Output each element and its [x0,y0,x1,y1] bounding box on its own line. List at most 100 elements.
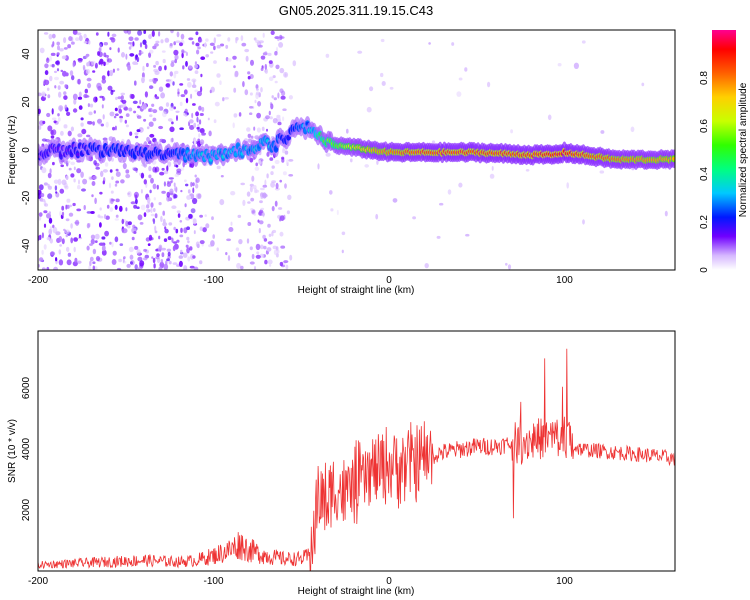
noise-speck [346,128,349,134]
noise-speck [193,80,196,86]
noise-speck [641,82,645,87]
noise-speck [75,37,80,41]
noise-speck [249,157,254,163]
noise-speck [510,129,513,134]
noise-speck [260,67,264,71]
noise-speck [235,37,238,44]
noise-speck [102,96,105,101]
noise-speck [185,52,188,56]
snr-panel: -200 -100 0 100 2000 4000 6000 Height of… [7,330,676,597]
noise-speck [59,210,62,217]
noise-speck [369,86,374,92]
noise-speck [184,108,188,114]
noise-speck [167,236,172,241]
noise-speck [59,106,62,112]
noise-speck [120,179,125,184]
noise-speck [54,185,58,191]
noise-speck [66,259,72,266]
noise-speck [63,95,68,100]
spectral-ridge-cell [234,152,238,156]
noise-speck [274,80,278,84]
spectrogram-ridge-layer [38,116,675,170]
noise-speck [109,111,115,117]
noise-speck [279,88,284,93]
noise-speck [109,169,113,173]
noise-speck [87,82,92,89]
noise-speck [266,173,269,179]
noise-speck [57,178,62,186]
noise-speck [220,175,224,178]
noise-speck [86,62,90,67]
noise-speck [47,193,53,199]
noise-speck [128,46,132,50]
noise-speck [69,70,74,76]
noise-speck [330,208,334,212]
noise-speck [123,256,126,260]
noise-speck [230,221,233,226]
noise-speck [73,246,76,253]
noise-speck [196,90,202,97]
noise-speck [213,37,216,44]
noise-speck [154,225,157,232]
noise-speck [195,31,199,36]
noise-speck [111,33,117,38]
noise-speck [132,41,135,47]
noise-speck [68,167,72,171]
noise-speck [108,182,112,189]
noise-speck [179,220,183,223]
noise-speck [116,267,122,270]
noise-speck [49,226,53,232]
noise-speck [51,63,55,68]
noise-speck [112,68,115,73]
noise-speck [83,33,87,39]
noise-speck [255,243,261,251]
noise-speck [60,130,64,136]
noise-speck [283,71,289,78]
noise-speck [173,194,178,199]
noise-speck [94,240,98,244]
noise-speck [249,183,254,187]
colorbar-label: Normalized spectral amplitude [738,82,749,217]
noise-speck [143,163,148,168]
noise-speck [73,166,76,171]
noise-speck [271,231,274,237]
noise-speck [91,60,96,66]
noise-speck [381,81,386,86]
noise-speck [185,244,189,248]
spectrogram-frame [37,29,676,271]
noise-speck [152,183,157,190]
noise-speck [428,42,431,45]
noise-speck [72,202,76,207]
noise-speck [252,185,257,190]
noise-speck [142,39,147,45]
noise-speck [250,59,254,66]
noise-speck [40,198,46,202]
noise-speck [43,32,49,35]
noise-speck [279,36,285,39]
noise-speck [186,247,190,254]
noise-speck [81,188,86,192]
noise-speck [59,80,65,85]
snr-frame [37,330,676,572]
noise-speck [247,133,252,138]
noise-speck [93,110,97,114]
noise-speck [228,227,234,232]
noise-speck [167,161,172,167]
noise-speck [161,167,165,171]
noise-speck [151,256,154,259]
noise-speck [49,55,52,62]
noise-speck [166,182,172,188]
noise-speck [630,126,635,133]
noise-speck [212,234,215,239]
spectrogram-panel: -200 -100 0 100 -40 -20 0 20 40 Height o… [7,29,676,296]
noise-speck [50,52,56,57]
noise-speck [271,205,275,212]
noise-speck [85,68,90,75]
noise-speck [161,252,165,258]
top-y-tick-label: -20 [21,190,32,205]
noise-speck [158,106,164,111]
noise-speck [329,190,333,195]
noise-speck [154,213,158,219]
noise-speck [197,193,202,199]
noise-speck [168,222,173,226]
